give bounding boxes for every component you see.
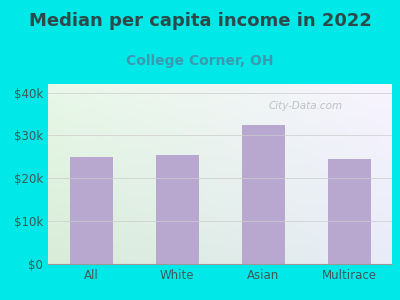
Bar [242, 125, 284, 264]
Bar [328, 159, 370, 264]
Bar [70, 157, 112, 264]
Bar [156, 155, 198, 264]
Text: Median per capita income in 2022: Median per capita income in 2022 [28, 12, 372, 30]
Text: City-Data.com: City-Data.com [269, 100, 343, 111]
Text: College Corner, OH: College Corner, OH [126, 54, 274, 68]
